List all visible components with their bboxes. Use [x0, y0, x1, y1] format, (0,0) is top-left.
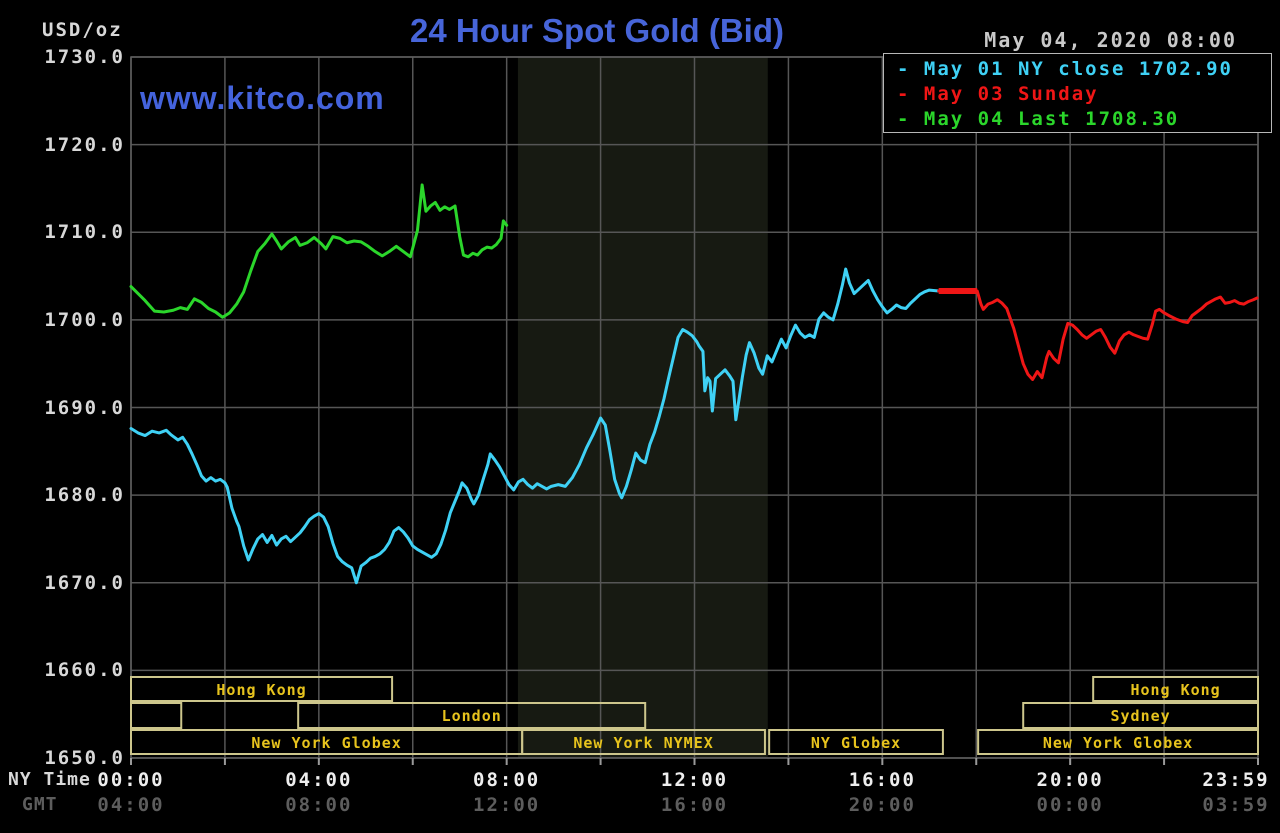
- legend-item: - May 03 Sunday: [897, 83, 1099, 105]
- session-box: [1092, 676, 1260, 702]
- price-tick-label: 1720.0: [44, 133, 125, 156]
- price-unit-label: USD/oz: [42, 19, 123, 41]
- gmt-tick-label: 12:00: [473, 794, 541, 816]
- legend: - May 01 NY close 1702.90 - May 03 Sunday…: [883, 53, 1272, 133]
- gmt-tick-label: 20:00: [848, 794, 916, 816]
- legend-item: - May 01 NY close 1702.90: [897, 58, 1233, 80]
- ny-time-tick-label: 20:00: [1036, 769, 1104, 791]
- session-label: NY Globex: [810, 734, 902, 752]
- gmt-axis-caption: GMT: [22, 794, 58, 815]
- gmt-tick-label: 16:00: [660, 794, 729, 816]
- price-tick-label: 1670.0: [44, 571, 125, 594]
- session-box: [130, 676, 394, 702]
- session-box: [297, 702, 647, 729]
- ny-time-tick-label: 00:00: [97, 769, 165, 791]
- price-tick-label: 1690.0: [44, 396, 125, 419]
- ny-time-tick-label: 23:59: [1202, 769, 1270, 791]
- ny-time-axis-caption: NY Time: [8, 769, 91, 790]
- session-label: New York NYMEX: [573, 734, 714, 752]
- session-box: [130, 702, 183, 729]
- session-label: London: [441, 707, 502, 725]
- chart-title: 24 Hour Spot Gold (Bid): [410, 12, 784, 49]
- session-box: [768, 729, 944, 755]
- gmt-tick-label: 08:00: [285, 794, 353, 816]
- ny-time-tick-label: 12:00: [660, 769, 729, 791]
- ny-time-tick-label: 08:00: [473, 769, 541, 791]
- session-label: New York Globex: [1042, 734, 1194, 752]
- price-tick-label: 1650.0: [44, 747, 125, 769]
- legend-item: - May 04 Last 1708.30: [897, 108, 1180, 130]
- price-tick-label: 1710.0: [44, 221, 125, 244]
- gmt-tick-label: 00:00: [1036, 794, 1104, 816]
- series-line-1: [937, 289, 1259, 381]
- session-box: [521, 729, 766, 755]
- session-label: Hong Kong: [1130, 681, 1221, 699]
- session-box: [1022, 702, 1259, 729]
- session-label: New York Globex: [251, 734, 402, 752]
- session-label: Sydney: [1110, 707, 1171, 725]
- series-line-0: [129, 267, 941, 585]
- session-label: Hong Kong: [216, 681, 307, 699]
- price-tick-label: 1730.0: [44, 46, 125, 68]
- chart-datetime: May 04, 2020 08:00: [984, 28, 1237, 52]
- gmt-tick-label: 04:00: [97, 794, 165, 816]
- session-box: [977, 729, 1260, 755]
- series-line-2: [129, 183, 509, 319]
- price-tick-label: 1660.0: [44, 659, 125, 682]
- ny-time-tick-label: 04:00: [285, 769, 353, 791]
- ny-time-tick-label: 16:00: [848, 769, 916, 791]
- price-tick-label: 1700.0: [44, 308, 125, 331]
- price-tick-label: 1680.0: [44, 484, 125, 507]
- gmt-tick-label: 03:59: [1202, 794, 1270, 816]
- kitco-watermark: www.kitco.com: [140, 80, 385, 116]
